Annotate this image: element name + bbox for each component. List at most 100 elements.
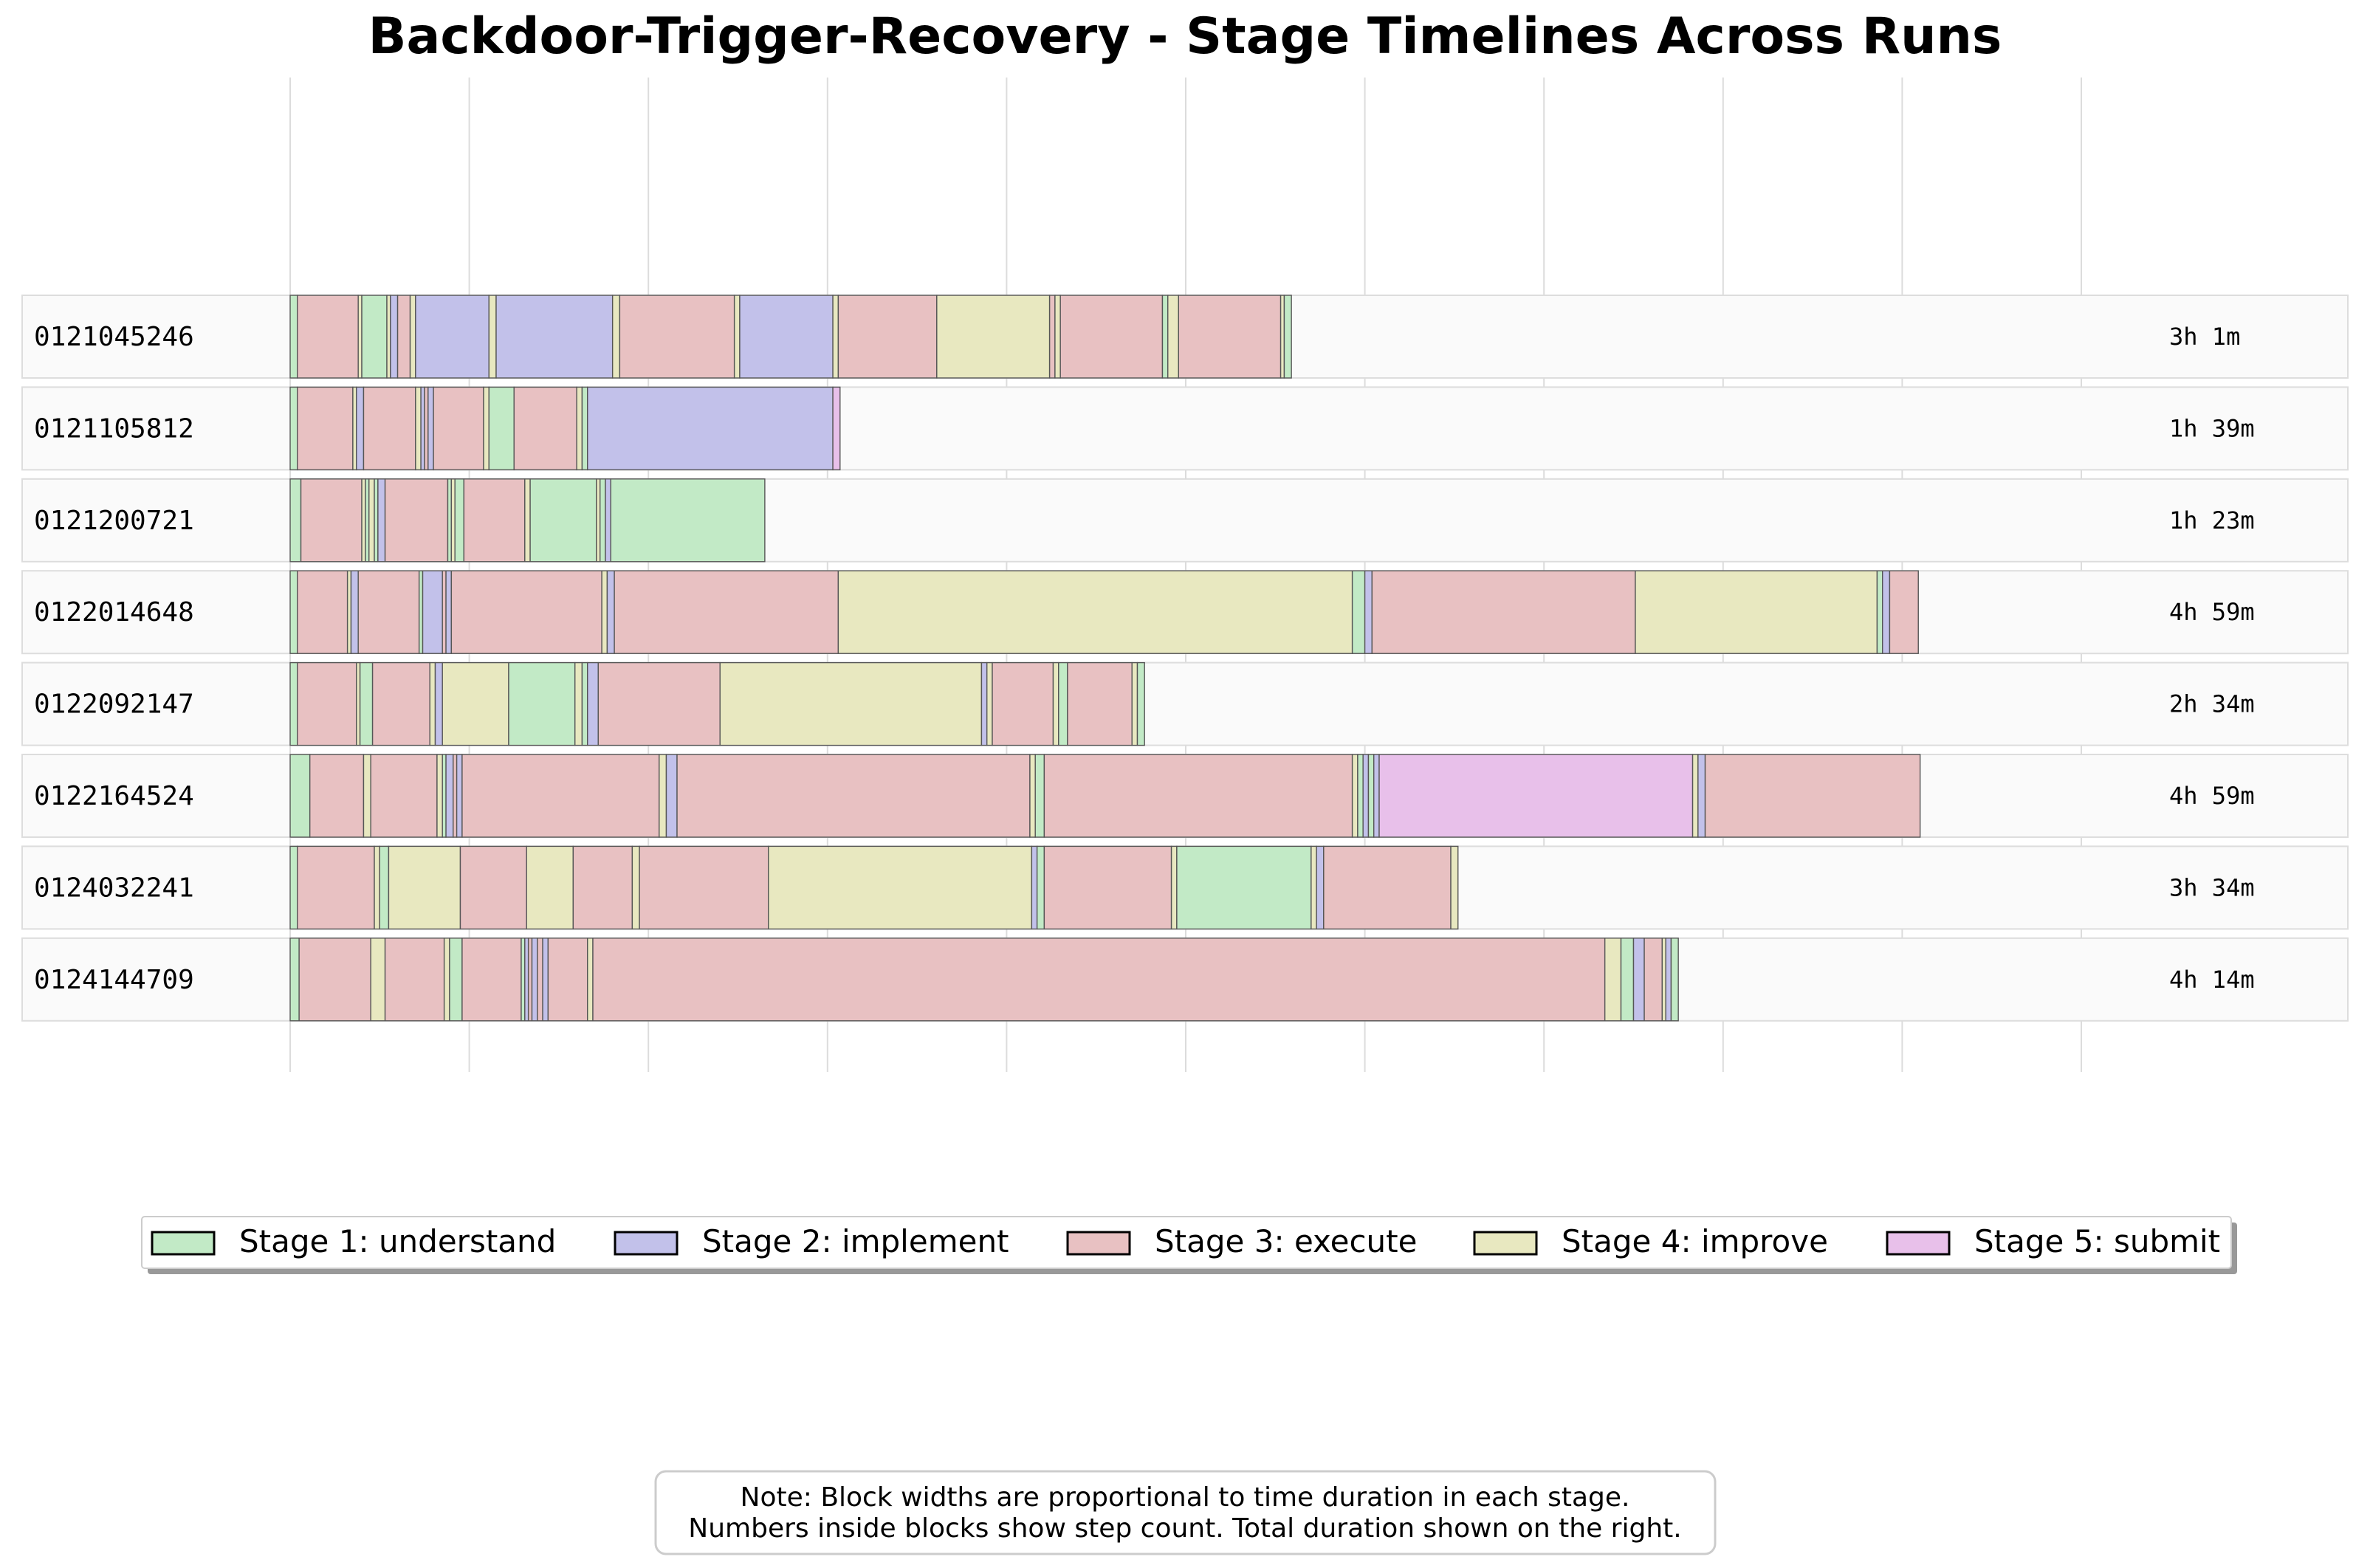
run-row: 0121200721 1h 23m bbox=[21, 478, 2349, 563]
stage-block-1 bbox=[1351, 570, 1366, 654]
footnote: Note: Block widths are proportional to t… bbox=[654, 1470, 1717, 1555]
stage-block-4 bbox=[587, 938, 594, 1022]
stage-block-2 bbox=[524, 938, 529, 1022]
stage-block-1 bbox=[521, 938, 526, 1022]
stage-block-4 bbox=[1280, 295, 1285, 379]
stage-block-5 bbox=[1378, 754, 1694, 838]
stage-block-4 bbox=[574, 661, 583, 746]
stage-block-3 bbox=[992, 661, 1054, 746]
stage-block-4 bbox=[601, 570, 608, 654]
stage-block-3 bbox=[357, 570, 420, 654]
stage-block-4 bbox=[1131, 661, 1138, 746]
stage-block-2 bbox=[427, 386, 434, 471]
stage-block-3 bbox=[433, 386, 484, 471]
stage-block-2 bbox=[415, 295, 490, 379]
stage-block-4 bbox=[1604, 938, 1622, 1022]
stage-block-1 bbox=[289, 295, 298, 379]
stage-block-2 bbox=[377, 478, 386, 563]
stage-block-2 bbox=[420, 386, 425, 471]
stage-block-4 bbox=[1167, 295, 1179, 379]
stage-block-2 bbox=[350, 570, 359, 654]
stage-block-4 bbox=[1054, 295, 1061, 379]
stage-block-1 bbox=[581, 386, 588, 471]
stage-block-2 bbox=[1031, 845, 1038, 930]
stage-block-3 bbox=[837, 295, 938, 379]
stage-block-4 bbox=[386, 295, 391, 379]
stage-block-3 bbox=[309, 754, 365, 838]
stage-block-3 bbox=[384, 478, 449, 563]
stage-block-4 bbox=[576, 386, 583, 471]
stage-block-2 bbox=[1362, 754, 1370, 838]
footnote-line: Numbers inside blocks show step count. T… bbox=[688, 1513, 1681, 1544]
stage-block-4 bbox=[363, 754, 371, 838]
stage-block-3 bbox=[513, 386, 577, 471]
stage-block-3 bbox=[463, 478, 526, 563]
stage-block-3 bbox=[298, 938, 371, 1022]
stage-block-1 bbox=[289, 661, 298, 746]
legend-swatch-stage-3 bbox=[1066, 1231, 1131, 1256]
stage-block-3 bbox=[1048, 295, 1056, 379]
stage-block-4 bbox=[733, 295, 741, 379]
stage-block-4 bbox=[429, 661, 436, 746]
stage-block-2 bbox=[1632, 938, 1645, 1022]
stage-block-4 bbox=[1691, 754, 1699, 838]
stage-block-1 bbox=[359, 661, 374, 746]
stage-block-4 bbox=[719, 661, 983, 746]
stage-block-2 bbox=[445, 754, 454, 838]
stage-block-2 bbox=[422, 570, 443, 654]
stage-block-3 bbox=[371, 661, 430, 746]
stage-block-1 bbox=[1058, 661, 1068, 746]
stage-block-1 bbox=[1357, 754, 1364, 838]
stage-block-1 bbox=[1367, 754, 1375, 838]
stage-block-1 bbox=[289, 386, 298, 471]
stage-block-3 bbox=[461, 754, 660, 838]
stage-block-3 bbox=[592, 938, 1606, 1022]
stage-block-1 bbox=[289, 754, 311, 838]
stage-block-2 bbox=[980, 661, 988, 746]
legend-swatch-stage-1 bbox=[151, 1231, 216, 1256]
stage-block-4 bbox=[936, 295, 1051, 379]
stage-block-3 bbox=[547, 938, 588, 1022]
stage-block-5 bbox=[832, 386, 841, 471]
run-duration-label: 3h 1m bbox=[2169, 323, 2240, 351]
stage-block-3 bbox=[639, 845, 769, 930]
stage-block-3 bbox=[297, 661, 357, 746]
legend-swatch-stage-4 bbox=[1473, 1231, 1538, 1256]
stage-block-1 bbox=[1034, 754, 1045, 838]
stage-block-1 bbox=[289, 938, 300, 1022]
stage-block-3 bbox=[453, 754, 458, 838]
stage-block-1 bbox=[365, 478, 370, 563]
stage-block-4 bbox=[442, 661, 509, 746]
stage-block-1 bbox=[1176, 845, 1312, 930]
footnote-box bbox=[654, 1470, 1717, 1555]
stage-block-1 bbox=[610, 478, 766, 563]
stage-block-4 bbox=[483, 386, 490, 471]
stage-block-2 bbox=[1373, 754, 1380, 838]
stage-block-2 bbox=[1316, 845, 1325, 930]
stage-block-1 bbox=[447, 478, 453, 563]
stage-block-1 bbox=[1876, 570, 1883, 654]
stage-block-1 bbox=[529, 478, 597, 563]
stage-block-4 bbox=[357, 295, 363, 379]
stage-block-2 bbox=[390, 295, 399, 379]
stage-block-2 bbox=[605, 478, 611, 563]
legend-label-stage-2: Stage 2: implement bbox=[702, 1223, 1009, 1259]
run-id-label: 0122092147 bbox=[34, 690, 194, 720]
stage-block-3 bbox=[442, 570, 447, 654]
legend: Stage 1: understand Stage 2: implement Sta… bbox=[141, 1216, 2237, 1274]
legend-label-stage-4: Stage 4: improve bbox=[1562, 1223, 1828, 1259]
stage-block-2 bbox=[434, 661, 443, 746]
stage-block-3 bbox=[297, 845, 375, 930]
stage-block-3 bbox=[676, 754, 1031, 838]
run-duration-label: 3h 34m bbox=[2169, 873, 2255, 901]
stage-block-1 bbox=[581, 661, 588, 746]
stage-block-4 bbox=[415, 386, 422, 471]
legend-swatch-stage-2 bbox=[614, 1231, 679, 1256]
stage-block-1 bbox=[488, 386, 515, 471]
stage-block-4 bbox=[409, 295, 416, 379]
stage-block-4 bbox=[1052, 661, 1059, 746]
legend-swatch-stage-5 bbox=[1886, 1231, 1951, 1256]
stage-block-4 bbox=[832, 295, 839, 379]
